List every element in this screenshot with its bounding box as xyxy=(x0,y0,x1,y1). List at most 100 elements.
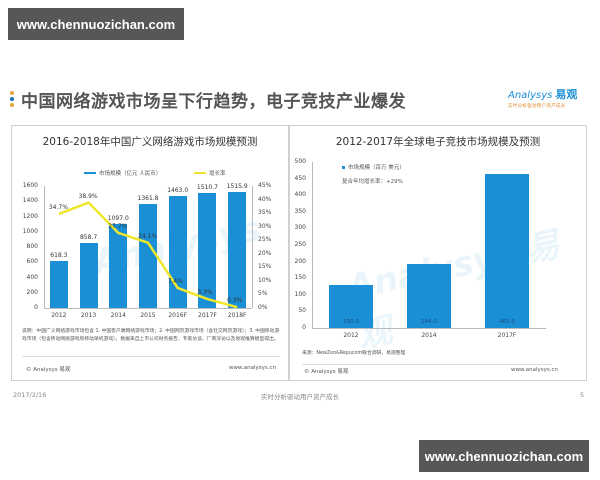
bar-value-label: 1510.7 xyxy=(196,183,218,191)
left-website-link[interactable]: www.analysys.cn xyxy=(229,365,276,371)
growth-rate-label: 38.9% xyxy=(78,192,98,200)
right-copyright: © Analysys 易观 xyxy=(304,369,349,375)
growth-rate-label: 7.4% xyxy=(167,277,183,285)
right-source-note: 来源：NewZoo&Repucom联合调研，易观整理 xyxy=(302,351,406,356)
x-axis-line xyxy=(44,308,252,309)
page-number: 5 xyxy=(580,391,585,399)
y-axis-right-tick: 45% xyxy=(258,182,272,189)
bar-2013 xyxy=(79,242,98,308)
cagr-text: 复合年均增长率：+29% xyxy=(342,179,403,185)
x-axis-tick: 2013 xyxy=(80,312,97,319)
bar-2017F xyxy=(485,173,529,328)
x-axis-tick: 2012 xyxy=(343,332,359,339)
background-watermark: Analysys 易观 xyxy=(344,224,564,357)
y-axis-left-tick: 1600 xyxy=(22,182,38,189)
bar-value-label: 858.7 xyxy=(79,233,98,241)
bar-2014 xyxy=(407,263,451,328)
y-axis-right-tick: 20% xyxy=(258,249,272,257)
footer-divider xyxy=(302,364,552,365)
footer-tagline: 实时分析驱动用户资产成长 xyxy=(261,393,339,401)
y-axis-tick: 0 xyxy=(302,324,306,331)
bar-2018F xyxy=(228,192,247,308)
growth-rate-label: 27.7% xyxy=(108,222,128,230)
legend-label: 市场规模（百万 美元） xyxy=(348,165,405,171)
logo-tagline: 实时分析驱动用户资产成长 xyxy=(508,104,566,109)
slide-title: 中国网络游戏市场呈下行趋势，电子竞技产业爆发 xyxy=(21,91,406,112)
bar-2014 xyxy=(109,224,128,308)
watermark-top: www.chennuozichan.com xyxy=(8,8,184,40)
legend-growth-rate: 增长率 xyxy=(194,169,226,177)
bar-2012 xyxy=(329,284,373,328)
growth-rate-line xyxy=(58,201,238,309)
x-axis-line xyxy=(312,328,546,329)
legend-market-size: 市场规模（亿元 人民币） xyxy=(84,169,161,177)
y-axis-right-tick: 0% xyxy=(258,304,268,311)
analysys-logo: Analysys 易观 实时分析驱动用户资产成长 xyxy=(508,86,588,109)
y-axis-tick: 200 xyxy=(294,257,306,265)
y-axis-tick: 400 xyxy=(294,191,306,199)
china-game-market-panel: Analysys 2016-2018年中国广义网络游戏市场规模预测 市场规模（亿… xyxy=(11,125,289,381)
y-axis-tick: 300 xyxy=(294,224,306,232)
slide-header: 中国网络游戏市场呈下行趋势，电子竞技产业爆发 xyxy=(10,86,406,112)
y-axis-tick: 500 xyxy=(294,158,306,165)
y-axis-tick: 100 xyxy=(294,290,306,298)
y-axis-left-tick: 0 xyxy=(34,304,38,311)
y-axis-left-tick: 400 xyxy=(26,273,38,281)
x-axis-tick: 2014 xyxy=(421,332,437,339)
y-axis-tick: 150 xyxy=(294,274,306,282)
legend-label: 增长率 xyxy=(209,171,226,177)
bar-value-label: 130.0 xyxy=(343,319,359,325)
right-chart-title: 2012-2017年全球电子竞技市场规模及预测 xyxy=(335,136,541,148)
bar-value-label: 194.0 xyxy=(421,319,437,325)
logo-brand: Analysys xyxy=(508,90,553,101)
y-axis-left-tick: 1400 xyxy=(22,197,38,205)
bar-2015 xyxy=(139,204,157,308)
bar-value-label: 1097.0 xyxy=(107,215,129,223)
y-axis-right-tick: 10% xyxy=(258,276,272,284)
left-chart-title: 2016-2018年中国广义网络游戏市场规模预测 xyxy=(42,136,258,148)
growth-rate-label: 3.3% xyxy=(197,289,213,297)
y-axis-tick: 350 xyxy=(294,207,306,215)
cagr-annotation: 复合年均增长率：+29% xyxy=(342,177,403,185)
logo-brand-cn: 易观 xyxy=(555,88,578,101)
x-axis-tick: 2012 xyxy=(51,312,67,319)
growth-rate-label: 24.1% xyxy=(138,232,158,240)
growth-rate-label: 0.3% xyxy=(227,297,243,305)
bar-value-label: 618.3 xyxy=(50,251,68,259)
y-axis-left-tick: 800 xyxy=(26,243,38,250)
bar-value-label: 1515.9 xyxy=(226,183,248,191)
y-axis-right-tick: 35% xyxy=(258,209,272,217)
y-axis-right-tick: 25% xyxy=(258,236,272,244)
left-footnote: 说明：中国广义网络游戏市场包含 1. 中国客户端网络游戏市场；2. 中国网页游戏… xyxy=(22,329,280,342)
x-axis-tick: 2015 xyxy=(140,312,156,319)
legend-line-swatch-icon xyxy=(194,172,206,174)
x-axis-tick: 2016F xyxy=(168,312,188,319)
right-website-link[interactable]: www.analysys.cn xyxy=(511,367,558,373)
y-axis-left-tick: 200 xyxy=(26,288,38,296)
legend-esports-size: 市场规模（百万 美元） xyxy=(342,163,405,171)
legend-bar-swatch-icon xyxy=(84,172,96,174)
x-axis-tick: 2017F xyxy=(198,312,217,319)
bar-2017F xyxy=(198,192,217,308)
bar-2012 xyxy=(49,260,68,308)
x-axis-tick: 2018F xyxy=(227,312,247,319)
y-axis-line xyxy=(312,162,313,328)
legend-bar-swatch-icon xyxy=(342,165,345,169)
y-axis-right-line xyxy=(252,186,253,308)
watermark-bottom: www.chennuozichan.com xyxy=(419,440,589,472)
bar-value-label: 1463.0 xyxy=(167,187,189,195)
x-axis-tick: 2017F xyxy=(497,332,517,339)
x-axis-tick: 2014 xyxy=(110,312,126,319)
y-axis-tick: 450 xyxy=(294,174,306,182)
growth-rate-label: 34.7% xyxy=(48,203,68,211)
y-axis-right-tick: 5% xyxy=(258,290,268,298)
y-axis-left-tick: 1200 xyxy=(22,212,38,220)
y-axis-right-tick: 30% xyxy=(258,222,272,230)
y-axis-tick: 50 xyxy=(298,307,306,315)
y-axis-right-tick: 15% xyxy=(258,263,272,271)
footer-divider xyxy=(22,356,280,357)
y-axis-left-tick: 1000 xyxy=(22,227,38,235)
bar-value-label: 1361.8 xyxy=(137,195,159,203)
title-bullet-icon xyxy=(10,91,14,107)
y-axis-tick: 250 xyxy=(294,241,306,248)
